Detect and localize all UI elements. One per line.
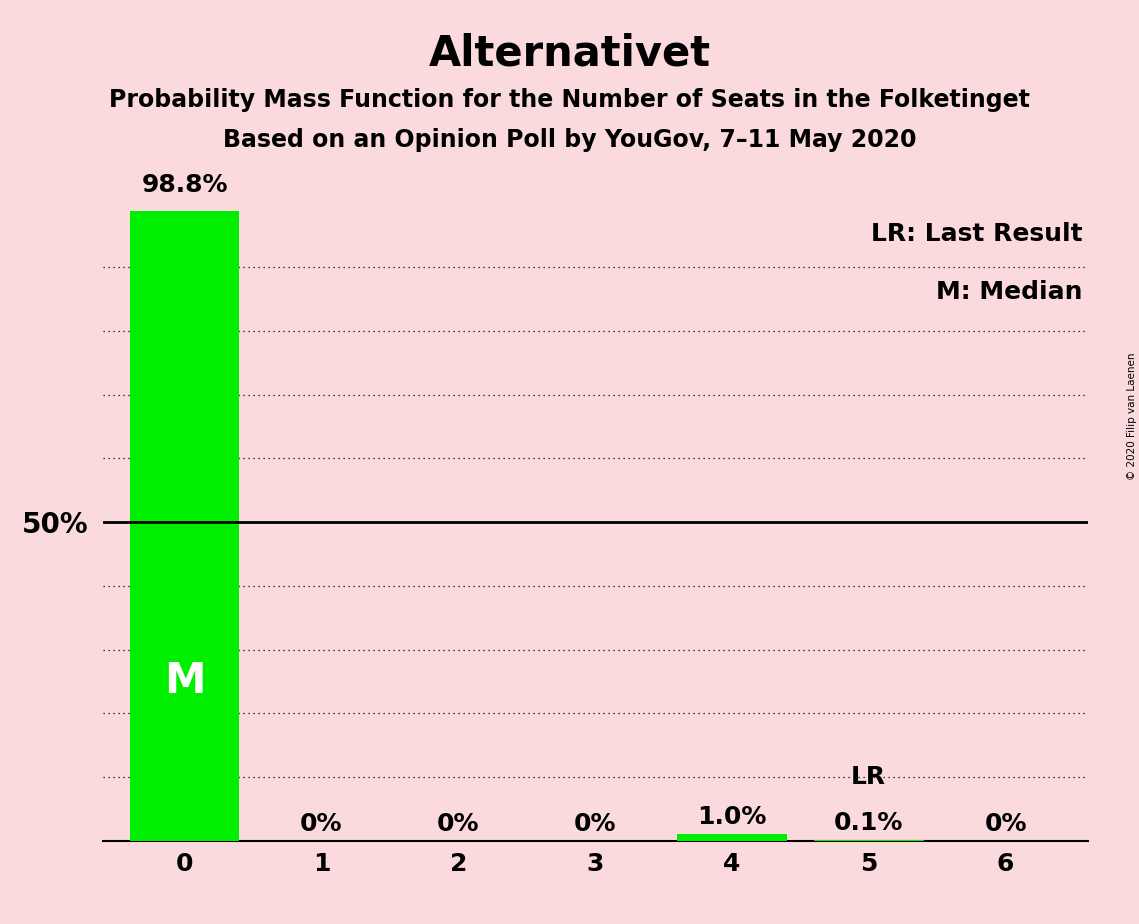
Text: Based on an Opinion Poll by YouGov, 7–11 May 2020: Based on an Opinion Poll by YouGov, 7–11… xyxy=(223,128,916,152)
Text: 98.8%: 98.8% xyxy=(141,173,228,197)
Text: 0%: 0% xyxy=(984,812,1027,835)
Bar xyxy=(678,834,787,841)
Text: M: M xyxy=(164,661,205,702)
Text: LR: Last Result: LR: Last Result xyxy=(871,223,1083,247)
Text: 1.0%: 1.0% xyxy=(697,806,767,830)
Text: 0.1%: 0.1% xyxy=(834,811,903,835)
Text: 0%: 0% xyxy=(574,812,616,835)
Text: M: Median: M: Median xyxy=(936,280,1083,304)
Text: LR: LR xyxy=(851,765,886,789)
Text: Probability Mass Function for the Number of Seats in the Folketinget: Probability Mass Function for the Number… xyxy=(109,88,1030,112)
Bar xyxy=(130,211,239,841)
Text: 0%: 0% xyxy=(437,812,480,835)
Text: Alternativet: Alternativet xyxy=(428,32,711,74)
Text: © 2020 Filip van Laenen: © 2020 Filip van Laenen xyxy=(1126,352,1137,480)
Text: 0%: 0% xyxy=(301,812,343,835)
